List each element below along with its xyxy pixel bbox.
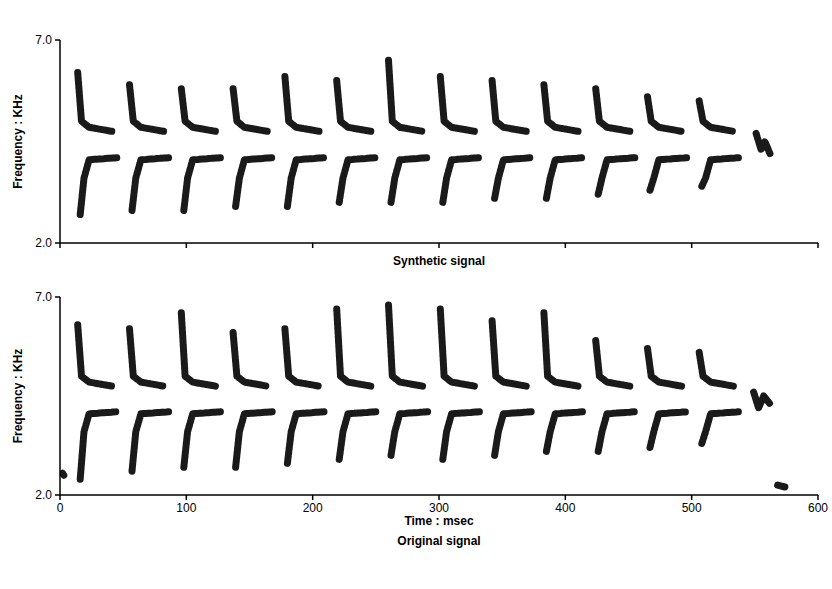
trace [391,412,428,456]
x-tick-label: 300 [429,501,449,515]
trace [181,89,215,132]
x-tick [438,495,440,500]
y-tick-label: 7.0 [35,290,52,304]
trace [756,133,770,153]
trace [184,158,221,211]
x-tick [565,243,567,248]
y-tick-label: 2.0 [35,488,52,502]
trace [80,158,117,215]
trace [391,158,428,203]
trace [285,77,319,132]
x-tick-label: 0 [57,501,64,515]
trace [389,60,423,131]
trace [699,352,733,386]
trace [495,412,532,456]
x-axis-title: Time : msec [404,514,473,528]
trace [596,89,630,132]
spectrogram-traces [78,60,770,214]
trace [339,158,376,203]
x-tick [565,495,567,500]
trace [492,81,526,132]
trace [337,81,371,132]
trace [492,321,526,386]
panel-title: Synthetic signal [393,254,485,268]
trace [596,341,630,387]
y-tick-label: 2.0 [35,236,52,250]
trace [233,89,267,132]
trace [285,329,319,386]
x-tick [312,495,314,500]
trace [287,412,324,464]
trace [236,158,273,207]
x-tick-label: 600 [808,501,828,515]
trace [650,412,687,448]
x-tick-label: 100 [176,501,196,515]
trace [181,313,215,386]
x-tick-label: 400 [555,501,575,515]
x-tick [438,243,440,248]
x-tick [817,495,819,500]
y-tick [55,39,60,41]
trace [184,412,221,468]
panel-title: Original signal [397,534,480,548]
x-tick [312,243,314,248]
trace [702,158,739,187]
trace [650,158,687,191]
trace [598,412,635,452]
y-axis-title: Frequency : KHz [11,349,25,444]
x-tick-label: 500 [682,501,702,515]
trace [546,158,583,199]
y-tick-label: 7.0 [35,33,52,47]
trace [339,412,376,460]
x-tick [691,495,693,500]
x-tick-label: 200 [303,501,323,515]
trace [754,392,770,408]
trace [648,97,682,132]
trace [132,412,169,471]
x-tick [59,243,61,248]
trace [80,412,117,479]
spectrogram-traces [63,305,786,487]
trace [78,73,112,132]
panel: 2.0 7.0 0 100 200 300 400 500 600 Frequency : KHz… [11,290,828,548]
trace [778,485,786,487]
trace [287,158,324,207]
trace [495,158,532,199]
trace [337,309,371,386]
x-tick [59,495,61,500]
trace [544,313,578,386]
trace [389,305,423,386]
y-axis-title: Frequency : KHz [11,94,25,189]
trace [443,158,480,203]
trace [702,412,739,444]
x-tick [186,243,188,248]
x-tick [691,243,693,248]
y-axis [59,40,61,243]
x-tick [186,495,188,500]
trace [546,412,583,452]
trace [598,158,635,195]
trace [236,412,273,468]
trace [63,473,64,475]
trace [440,309,474,386]
trace [440,77,474,132]
trace [544,85,578,132]
trace [130,329,164,386]
figure: 2.07.0Frequency : KHzSynthetic signal2.0… [0,0,832,589]
trace [699,101,733,131]
trace [132,158,169,211]
trace [648,349,682,387]
panel: 2.0 7.0 Frequency : KHz Synthetic signal [11,33,818,268]
x-tick [817,243,819,248]
trace [78,325,112,386]
trace [130,85,164,132]
trace [443,412,480,460]
y-axis [59,297,61,495]
trace [233,333,267,387]
y-tick [55,296,60,298]
